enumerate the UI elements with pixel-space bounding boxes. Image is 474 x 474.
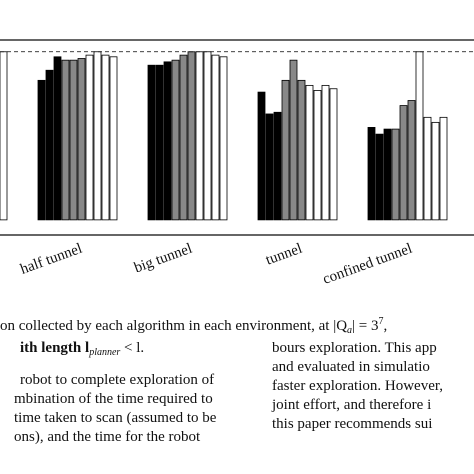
bar — [305, 84, 314, 221]
bar — [265, 113, 274, 221]
x-tick-label: big tunnel — [132, 241, 194, 277]
bar — [329, 88, 338, 221]
bar — [163, 61, 172, 221]
left-line: mbination of the time required to — [14, 391, 213, 407]
bar — [179, 54, 188, 221]
bar — [195, 51, 204, 221]
bar — [45, 69, 54, 221]
bar — [367, 127, 376, 221]
bar — [415, 51, 424, 221]
bar — [289, 59, 298, 221]
bar — [61, 59, 70, 221]
bar — [407, 100, 416, 221]
bar — [37, 79, 46, 221]
plot-frame — [0, 39, 474, 236]
bar — [93, 51, 102, 221]
bar — [69, 59, 78, 221]
bar — [85, 54, 94, 221]
bar — [321, 84, 330, 221]
bar — [171, 59, 180, 221]
bar — [155, 64, 164, 221]
right-line: this paper recommends sui — [272, 416, 432, 432]
bar — [439, 116, 448, 221]
bar — [211, 54, 220, 221]
bar — [297, 79, 306, 221]
left-line: robot to complete exploration of — [20, 372, 214, 388]
bar — [77, 58, 86, 221]
right-line: joint effort, and therefore i — [271, 397, 431, 413]
left-line: ons), and the time for the robot — [14, 429, 201, 445]
bar — [0, 51, 8, 221]
bar — [375, 133, 384, 221]
right-line: faster exploration. However, — [272, 378, 443, 394]
bar — [109, 56, 118, 221]
bar — [273, 111, 282, 221]
bar — [203, 51, 212, 221]
bar — [53, 56, 62, 221]
bar — [101, 54, 110, 221]
right-line: bours exploration. This app — [272, 340, 437, 356]
caption: on collected by each algorithm in each e… — [0, 316, 387, 336]
left-line: ith length lplanner < l. — [20, 340, 144, 358]
bar — [399, 105, 408, 221]
bar — [391, 128, 400, 221]
x-tick-label: confined tunnel — [321, 241, 415, 288]
bar — [187, 51, 196, 221]
bar — [147, 64, 156, 221]
bar — [383, 128, 392, 221]
left-line: time taken to scan (assumed to be — [14, 410, 217, 426]
bar — [257, 91, 266, 221]
x-tick-label: half tunnel — [18, 241, 84, 278]
bar — [423, 116, 432, 221]
x-tick-label: tunnel — [264, 241, 305, 269]
bar — [431, 121, 440, 221]
bar — [281, 79, 290, 221]
bar — [219, 56, 228, 221]
right-line: and evaluated in simulatio — [272, 359, 430, 375]
bar — [313, 90, 322, 221]
